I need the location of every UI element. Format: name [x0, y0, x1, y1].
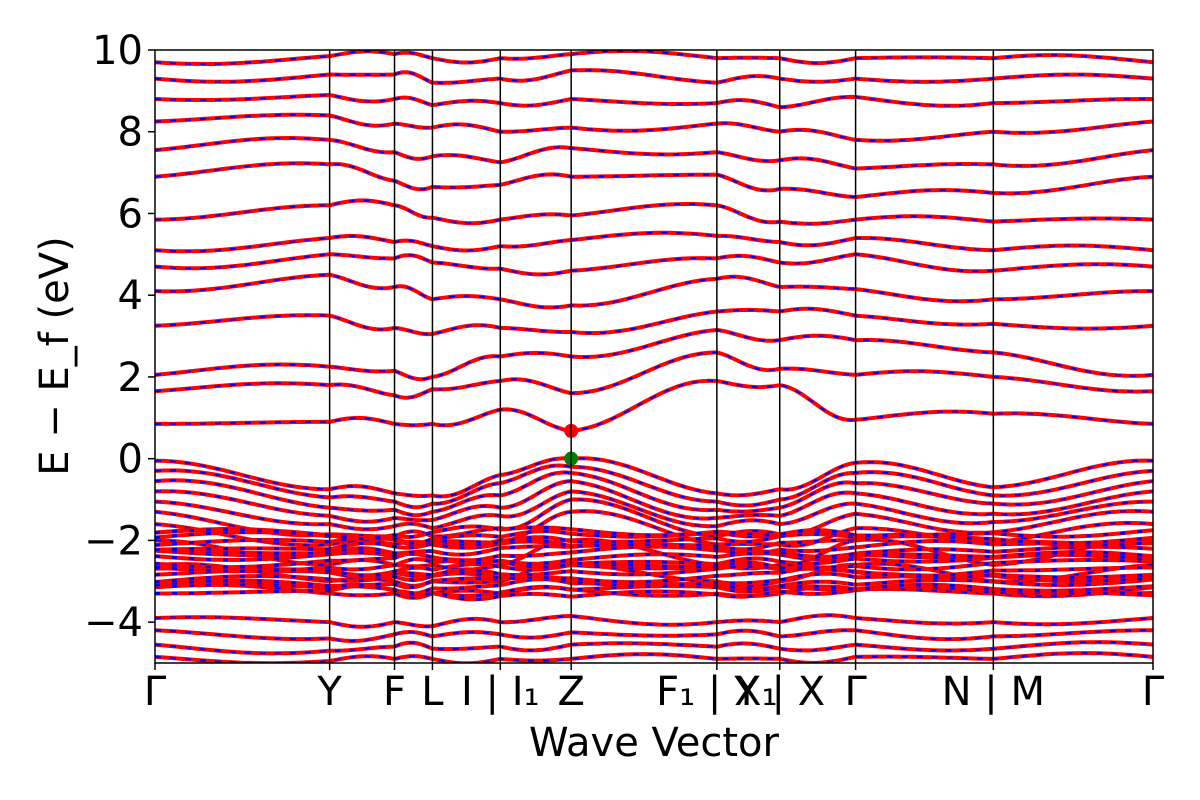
valence-band-line: [155, 628, 1153, 644]
conduction-band-line: [155, 350, 1153, 400]
valence-band-line-dashed: [155, 457, 1153, 498]
x-tick-label: F: [383, 669, 406, 715]
x-tick-label: Γ: [144, 669, 167, 715]
valence-band-line: [155, 651, 1153, 663]
dense-band-line-dashed: [155, 541, 1153, 559]
dense-band-line-dashed: [155, 561, 1153, 578]
dense-band-line-dashed: [155, 551, 1153, 569]
x-axis-label: Wave Vector: [529, 720, 780, 766]
valence-band-line-dashed: [155, 583, 1153, 599]
y-tick-label: −2: [84, 518, 143, 564]
conduction-band-line: [155, 306, 1153, 337]
conduction-band-line-dashed: [155, 113, 1153, 142]
valence-band-line-dashed: [155, 471, 1153, 517]
dense-band-line-dashed: [155, 550, 1153, 566]
x-tick-label: Γ: [844, 669, 867, 715]
conduction-band-line: [155, 378, 1153, 433]
dense-band-line-dashed: [155, 577, 1153, 596]
conduction-band-line: [155, 161, 1153, 200]
x-tick-label: I | I₁: [461, 669, 540, 715]
y-tick-label: 0: [118, 437, 143, 483]
x-tick-label: N | M: [942, 669, 1045, 715]
x-tick-label: Y | X: [733, 669, 825, 715]
plot-frame: [154, 49, 1154, 664]
conduction-band-line-dashed: [155, 351, 1153, 399]
valence-band-line-dashed: [155, 490, 1153, 531]
valence-band-line: [155, 456, 1153, 499]
x-tick-label: L: [421, 669, 444, 715]
dense-band-line-dashed: [155, 557, 1153, 573]
x-tick-label: F₁ | X₁: [656, 669, 777, 715]
y-tick-label: 8: [118, 110, 143, 156]
valence-band-line: [155, 613, 1153, 629]
valence-band-line-dashed: [155, 480, 1153, 523]
y-axis-label: E − E_f (eV): [32, 236, 78, 475]
y-tick-label: 10: [92, 28, 143, 74]
y-axis-ticks: −4 −2 0 2 4 6 8 10: [84, 28, 155, 646]
valence-band-line-dashed: [155, 498, 1153, 538]
dense-band-line-dashed: [155, 525, 1153, 540]
x-tick-label: Γ: [1142, 669, 1165, 715]
conduction-band-line-dashed: [155, 307, 1153, 336]
conduction-band-line-dashed: [155, 231, 1153, 253]
conduction-band-line: [155, 92, 1153, 110]
conduction-band-line-dashed: [155, 93, 1153, 109]
conduction-band-line: [155, 272, 1153, 310]
valence-band-line-dashed: [155, 629, 1153, 643]
y-tick-label: −4: [84, 600, 143, 646]
valence-band-line-dashed: [155, 614, 1153, 628]
conduction-band-line: [155, 327, 1153, 382]
x-tick-label: Z: [557, 669, 584, 715]
dense-band-line-dashed: [155, 574, 1153, 591]
band-lines: [155, 50, 1153, 663]
valence-band-line-dashed: [155, 464, 1153, 509]
high-symmetry-lines: [328, 50, 995, 663]
y-tick-label: 6: [118, 191, 143, 237]
conduction-band-line-dashed: [155, 50, 1153, 65]
y-tick-label: 2: [118, 355, 143, 401]
y-tick-label: 4: [118, 273, 143, 319]
dense-band-line-dashed: [155, 539, 1153, 556]
valence-band-line-dashed: [155, 641, 1153, 655]
dense-band-line-dashed: [155, 545, 1153, 563]
conduction-band-line: [155, 230, 1153, 254]
x-tick-label: Y: [316, 669, 342, 715]
